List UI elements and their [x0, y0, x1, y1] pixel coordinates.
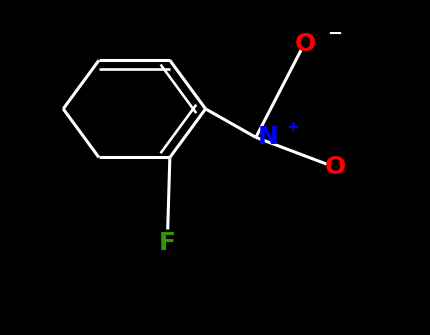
Text: −: − [327, 24, 342, 43]
Text: N: N [258, 125, 279, 149]
Text: +: + [286, 121, 299, 135]
Text: O: O [325, 155, 346, 180]
Text: O: O [295, 31, 316, 56]
Text: F: F [159, 231, 176, 255]
